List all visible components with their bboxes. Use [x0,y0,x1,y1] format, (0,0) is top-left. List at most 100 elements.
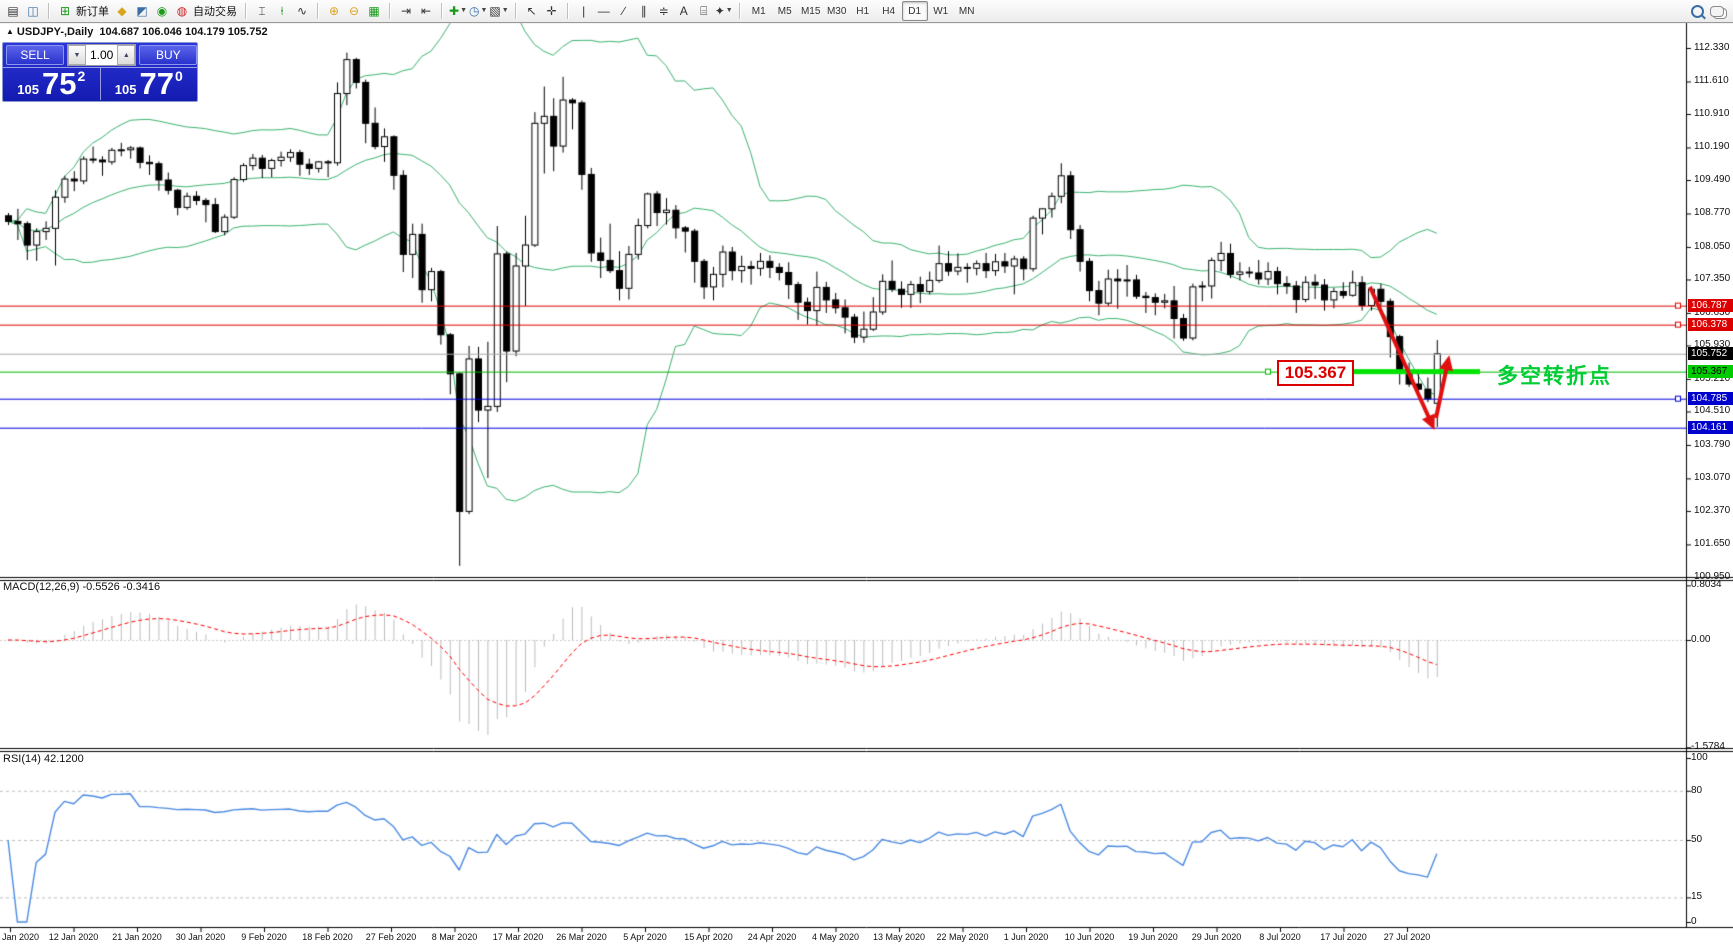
buy-price[interactable]: 105 77 0 [101,68,198,100]
date-tick: 22 May 2020 [936,932,989,942]
new-order-label[interactable]: 新订单 [76,6,109,18]
timeframe-h1[interactable]: H1 [856,5,870,17]
date-tick: 15 Apr 2020 [684,932,733,942]
date-tick: 27 Jul 2020 [1383,932,1431,942]
price-level-label: 105.752 [1688,347,1733,361]
turning-point-annotation[interactable]: 多空转折点 [1497,364,1612,388]
zoom-in-icon[interactable]: ⊕ [328,4,340,18]
toolbar-separator [48,3,50,19]
price-tick: 104.510 [1694,405,1731,417]
vertical-line-icon[interactable]: | [582,4,586,18]
templates-icon[interactable]: ▧ ▼ [489,4,509,18]
profiles-icon[interactable]: ◫ [27,4,39,18]
main-toolbar: ▤ ◫ ⊞ 新订单 ◆ ◩ ◉ ◍ 自动交易 ⌶ ⍿ ∿ ⊕ ⊖ ▦ ⇥ ⇤ ✚… [0,0,1733,23]
price-tick: 101.650 [1694,538,1731,550]
sell-button[interactable]: SELL [6,45,64,65]
crosshair-icon[interactable]: ✛ [546,4,557,18]
new-chart-icon[interactable]: ▤ [7,4,19,18]
sell-price[interactable]: 105 75 2 [3,68,101,100]
candlestick-chart-icon[interactable]: ⍿ [280,4,284,18]
toolbar-separator [514,3,517,19]
cursor-icon[interactable]: ↖ [526,4,537,18]
equidistant-channel-icon[interactable]: ∥ [640,4,647,18]
toolbar-separator [738,3,741,19]
line-chart-icon[interactable]: ∿ [296,4,308,18]
new-order-icon[interactable]: ⊞ [59,4,71,18]
text-icon[interactable]: A [679,4,688,18]
timeframe-mn[interactable]: MN [958,5,975,17]
market-watch-icon[interactable]: ◩ [136,4,148,18]
price-tick: 109.490 [1694,174,1731,185]
toolbar-separator [566,3,569,19]
one-click-trading-panel: SELL ▼ 1.00 ▲ BUY 105 75 2 105 77 0 [2,42,198,102]
date-tick: 13 May 2020 [872,932,926,942]
volume-increase-button[interactable]: ▲ [117,45,136,65]
horizontal-line-icon[interactable]: — [597,4,610,18]
timeframe-m30[interactable]: M30 [826,5,847,17]
price-tick: 110.190 [1694,141,1730,153]
macd-tick: 0.8034 [1691,579,1722,591]
zoom-out-icon[interactable]: ⊖ [348,4,360,18]
timeframe-d1[interactable]: D1 [901,1,928,21]
autotrading-icon[interactable]: ◍ [176,4,188,18]
price-tick: 105.210 [1694,372,1731,384]
macd-label: MACD(12,26,9) -0.5526 -0.3416 [3,581,161,593]
price-tick: 108.050 [1694,240,1731,252]
date-tick: 17 Mar 2020 [492,932,544,942]
buy-price-sup: 0 [174,68,183,84]
chat-icon[interactable] [1708,2,1726,20]
date-tick: 4 May 2020 [811,932,860,942]
toolbar-separator [317,3,319,19]
metaeditor-icon[interactable]: ◆ [117,4,127,18]
symbol-header: ▲ USDJPY-,Daily 104.687 106.046 104.179 10… [6,26,268,38]
date-tick: 5 Apr 2020 [623,932,667,942]
signals-icon[interactable]: ◉ [156,4,168,18]
volume-decrease-button[interactable]: ▼ [68,45,86,65]
trendline-icon[interactable]: ∕ [622,4,625,18]
date-tick: 21 Jan 2020 [112,932,162,942]
date-tick: Jan 2020 [2,932,40,942]
date-tick: 8 Mar 2020 [431,932,478,942]
date-tick: 9 Feb 2020 [241,932,287,942]
date-tick: 8 Jul 2020 [1259,932,1301,942]
price-tick: 110.910 [1694,108,1730,119]
price-annotation-box[interactable]: 105.367 [1277,359,1354,386]
search-icon[interactable] [1688,2,1706,20]
timeframe-m15[interactable]: M15 [800,5,821,17]
price-tick: 103.070 [1694,472,1731,484]
text-label-icon[interactable]: ⌸ [700,4,708,18]
collapse-panel-icon[interactable]: ▲ [6,27,14,36]
timeframe-w1[interactable]: W1 [933,5,949,17]
price-tick: 108.770 [1694,207,1731,219]
price-tick: 103.790 [1694,438,1731,450]
price-tick: 111.610 [1694,75,1729,87]
buy-button[interactable]: BUY [139,45,198,65]
timeframe-m5[interactable]: M5 [777,5,792,17]
date-tick: 10 Jun 2020 [1064,932,1115,942]
auto-scroll-icon[interactable]: ⇥ [400,4,412,18]
date-tick: 29 Jun 2020 [1191,932,1242,942]
tile-windows-icon[interactable]: ▦ [368,4,380,18]
timeframe-m1[interactable]: M1 [751,5,766,17]
autotrading-label[interactable]: 自动交易 [193,6,237,18]
bar-chart-icon[interactable]: ⌶ [258,4,266,18]
date-tick: 19 Jun 2020 [1128,932,1178,942]
arrows-icon[interactable]: ✦ ▼ [714,4,733,18]
price-level-label: 105.367 [1688,365,1733,379]
rsi-tick: 100 [1691,752,1708,763]
fibonacci-icon[interactable]: ≑ [658,4,669,18]
date-tick: 24 Apr 2020 [747,932,797,942]
volume-value[interactable]: 1.00 [90,48,114,62]
timeframe-h4[interactable]: H4 [882,5,896,17]
indicators-icon[interactable]: ✚ ▼ [449,4,467,18]
periods-icon[interactable]: ◷ ▼ [469,4,488,18]
date-tick: 26 Mar 2020 [556,932,607,942]
chart-shift-icon[interactable]: ⇤ [420,4,432,18]
toolbar-separator [245,3,247,19]
rsi-tick: 50 [1691,834,1703,845]
price-tick: 106.630 [1694,306,1731,318]
volume-stepper: ▼ 1.00 ▲ [67,44,137,66]
sell-price-big: 75 [41,66,77,101]
